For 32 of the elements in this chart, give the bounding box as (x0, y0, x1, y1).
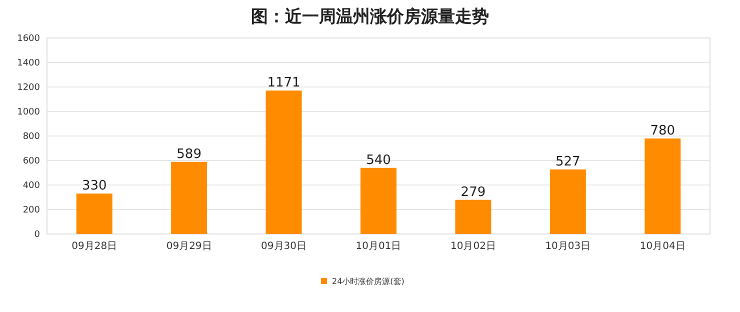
bar (550, 169, 586, 234)
x-tick-label: 10月02日 (450, 241, 496, 252)
x-tick-label: 09月30日 (261, 241, 307, 252)
x-tick-label: 10月04日 (640, 241, 686, 252)
y-tick-label: 1000 (17, 108, 40, 118)
bar (360, 168, 396, 234)
data-label: 780 (650, 123, 676, 138)
y-tick-label: 400 (22, 181, 40, 191)
data-label: 1171 (267, 76, 300, 91)
y-tick-label: 200 (22, 206, 40, 216)
bar (644, 138, 681, 234)
data-label: 330 (82, 178, 107, 194)
x-tick-label: 09月28日 (72, 241, 118, 252)
legend-label: 24小时涨价房源(套) (332, 277, 404, 286)
data-label: 279 (460, 184, 486, 200)
y-tick-label: 600 (22, 156, 40, 166)
x-tick-label: 09月29日 (166, 241, 212, 252)
data-label: 540 (366, 152, 391, 168)
bar (266, 90, 302, 234)
x-tick-label: 10月01日 (356, 241, 402, 252)
bar (171, 162, 208, 234)
y-tick-label: 1600 (17, 34, 40, 44)
y-tick-label: 1200 (17, 83, 40, 93)
bar (76, 194, 112, 234)
bar (455, 200, 492, 234)
y-tick-label: 1400 (17, 58, 40, 68)
data-label: 589 (176, 146, 202, 162)
y-tick-label: 800 (22, 132, 40, 142)
y-tick-label: 0 (34, 230, 40, 240)
chart-title: 图：近一周温州涨价房源量走势 (251, 7, 489, 27)
data-label: 527 (556, 154, 580, 170)
x-tick-label: 10月03日 (545, 241, 591, 252)
